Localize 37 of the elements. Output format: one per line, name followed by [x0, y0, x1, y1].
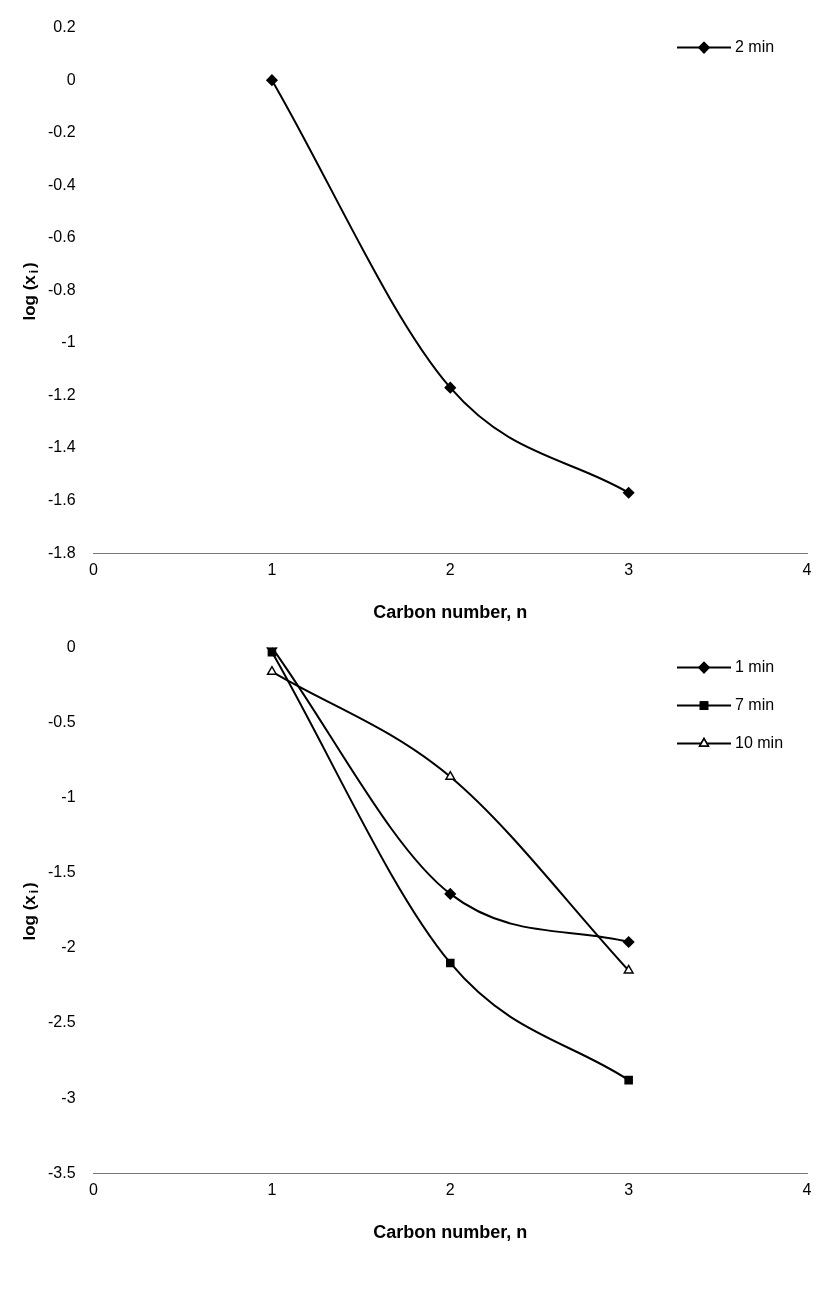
x-tick-label: 3	[624, 1181, 634, 1199]
x-tick-label: 0	[89, 1181, 99, 1199]
y-tick-label: -1.2	[47, 385, 76, 403]
legend-label: 10 min	[735, 734, 784, 752]
x-axis-title: Carbon number, n	[373, 1222, 528, 1243]
legend-label: 7 min	[735, 696, 775, 714]
y-tick-label: -1	[61, 788, 76, 806]
y-tick-label: -0.4	[47, 175, 76, 193]
y-tick-label: -3	[61, 1088, 76, 1106]
y-tick-label: -0.6	[47, 228, 76, 246]
y-tick-label: -2	[61, 938, 76, 956]
x-axis-title: Carbon number, n	[373, 602, 528, 623]
x-tick-label: 4	[802, 1181, 812, 1199]
x-tick-label: 1	[267, 1181, 277, 1199]
y-tick-label: -1.6	[47, 491, 76, 509]
x-tick-label: 2	[445, 561, 455, 579]
legend-label: 2 min	[735, 38, 775, 56]
x-tick-label: 4	[802, 561, 812, 579]
y-tick-label: -1.4	[47, 438, 76, 456]
y-axis-title: log (xi)	[19, 882, 42, 941]
y-tick-label: -1	[61, 333, 76, 351]
y-tick-label: -0.5	[47, 713, 76, 731]
legend-label: 1 min	[735, 658, 775, 676]
x-tick-label: 2	[445, 1181, 455, 1199]
y-tick-label: 0	[66, 638, 76, 656]
x-tick-label: 1	[267, 561, 277, 579]
y-tick-label: 0.2	[53, 18, 76, 36]
y-tick-label: 0	[66, 70, 76, 88]
y-tick-label: -2.5	[47, 1013, 76, 1031]
x-tick-label: 0	[89, 561, 99, 579]
y-tick-label: -3.5	[47, 1163, 76, 1181]
y-axis-title: log (xi)	[19, 262, 42, 321]
y-tick-label: -0.8	[47, 280, 76, 298]
y-tick-label: -0.2	[47, 123, 76, 141]
x-tick-label: 3	[624, 561, 634, 579]
y-tick-label: -1.8	[47, 543, 76, 561]
y-tick-label: -1.5	[47, 863, 76, 881]
